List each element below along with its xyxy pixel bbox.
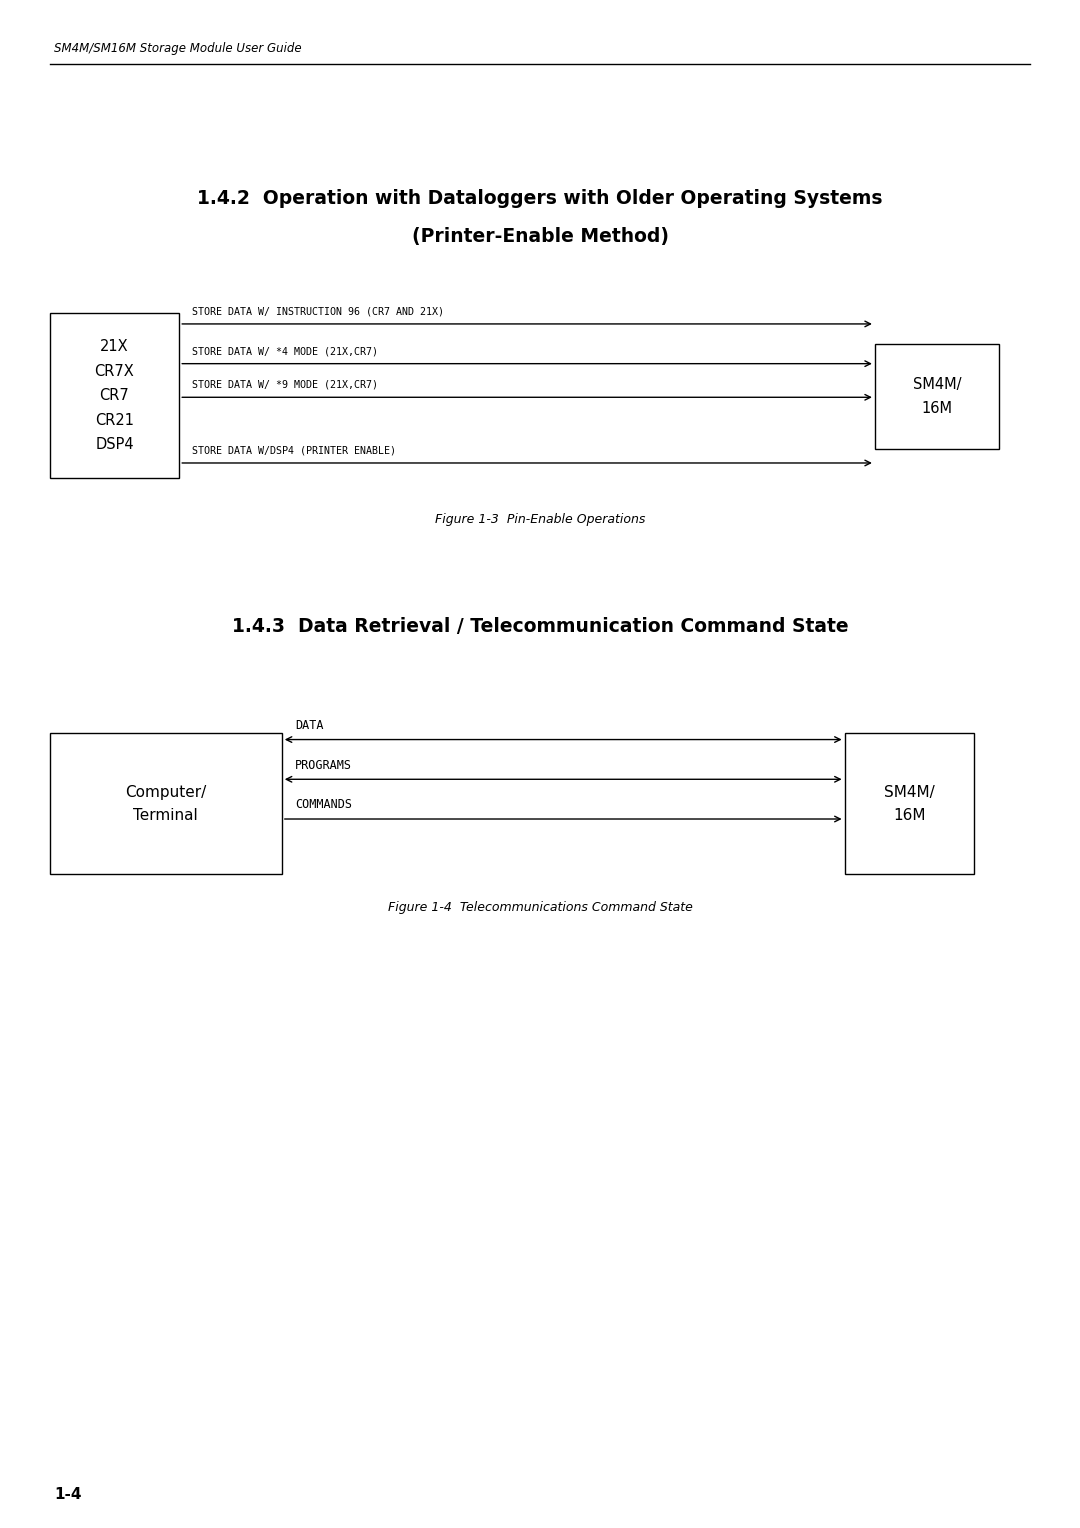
Text: 1.4.2  Operation with Dataloggers with Older Operating Systems: 1.4.2 Operation with Dataloggers with Ol…	[198, 189, 882, 208]
Text: STORE DATA W/ *9 MODE (21X,CR7): STORE DATA W/ *9 MODE (21X,CR7)	[192, 379, 378, 390]
Text: SM4M/
16M: SM4M/ 16M	[885, 784, 934, 824]
Text: STORE DATA W/DSP4 (PRINTER ENABLE): STORE DATA W/DSP4 (PRINTER ENABLE)	[192, 445, 396, 455]
Bar	[50, 733, 282, 874]
Text: STORE DATA W/ *4 MODE (21X,CR7): STORE DATA W/ *4 MODE (21X,CR7)	[192, 345, 378, 356]
Text: Figure 1-3  Pin-Enable Operations: Figure 1-3 Pin-Enable Operations	[435, 513, 645, 526]
Text: COMMANDS: COMMANDS	[295, 798, 352, 811]
Text: STORE DATA W/ INSTRUCTION 96 (CR7 AND 21X): STORE DATA W/ INSTRUCTION 96 (CR7 AND 21…	[192, 306, 444, 316]
Bar	[875, 344, 999, 449]
Text: 21X
CR7X
CR7
CR21
DSP4: 21X CR7X CR7 CR21 DSP4	[95, 339, 134, 452]
Bar	[845, 733, 974, 874]
Text: SM4M/
16M: SM4M/ 16M	[913, 377, 961, 416]
Text: (Printer-Enable Method): (Printer-Enable Method)	[411, 228, 669, 246]
Text: 1.4.3  Data Retrieval / Telecommunication Command State: 1.4.3 Data Retrieval / Telecommunication…	[232, 617, 848, 636]
Text: DATA: DATA	[295, 718, 323, 732]
Text: Computer/
Terminal: Computer/ Terminal	[125, 784, 206, 824]
Text: PROGRAMS: PROGRAMS	[295, 758, 352, 772]
Text: 1-4: 1-4	[54, 1487, 81, 1502]
Text: SM4M/SM16M Storage Module User Guide: SM4M/SM16M Storage Module User Guide	[54, 41, 301, 55]
Text: Figure 1-4  Telecommunications Command State: Figure 1-4 Telecommunications Command St…	[388, 902, 692, 914]
Bar	[50, 313, 179, 478]
